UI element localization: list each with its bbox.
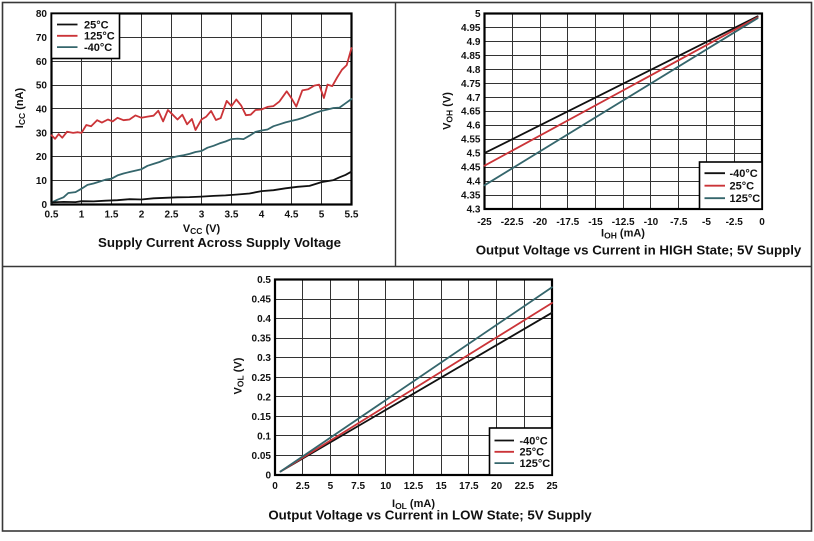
svg-text:0.45: 0.45 [252,295,272,306]
svg-text:3: 3 [199,210,205,221]
svg-text:5: 5 [319,210,325,221]
svg-text:4.8: 4.8 [467,65,481,76]
svg-text:10: 10 [380,481,392,492]
svg-text:4.35: 4.35 [461,191,481,202]
svg-text:4.75: 4.75 [461,79,481,90]
svg-text:22.5: 22.5 [515,481,535,492]
svg-text:4.7: 4.7 [467,93,481,104]
svg-text:Supply Current Across Supply V: Supply Current Across Supply Voltage [98,235,341,250]
svg-text:20: 20 [36,152,48,163]
svg-text:20: 20 [491,481,503,492]
svg-text:4.5: 4.5 [467,149,481,160]
svg-text:-10: -10 [644,217,659,228]
svg-text:0.4: 0.4 [257,314,271,325]
svg-text:0: 0 [759,217,765,228]
svg-text:25°C: 25°C [520,447,545,459]
svg-text:2.5: 2.5 [296,481,310,492]
svg-text:125°C: 125°C [520,458,551,470]
svg-text:0.2: 0.2 [257,392,271,403]
svg-text:1.5: 1.5 [105,210,119,221]
svg-text:-2.5: -2.5 [726,217,744,228]
svg-text:15: 15 [436,481,448,492]
svg-text:7.5: 7.5 [351,481,365,492]
svg-text:-15: -15 [588,217,603,228]
svg-text:4.3: 4.3 [467,205,481,216]
svg-text:4.45: 4.45 [461,163,481,174]
svg-text:4.5: 4.5 [285,210,299,221]
svg-text:4.9: 4.9 [467,37,481,48]
svg-text:25°C: 25°C [84,19,109,31]
svg-text:60: 60 [36,57,48,68]
svg-text:4.85: 4.85 [461,51,481,62]
svg-text:3.5: 3.5 [225,210,239,221]
svg-text:-40°C: -40°C [730,168,758,180]
svg-text:30: 30 [36,128,48,139]
svg-text:5.5: 5.5 [345,210,359,221]
svg-text:4.4: 4.4 [467,177,481,188]
svg-text:10: 10 [36,176,48,187]
svg-text:4.65: 4.65 [461,107,481,118]
svg-text:125°C: 125°C [84,31,115,43]
svg-text:VOH (V): VOH (V) [442,92,455,130]
svg-text:0.35: 0.35 [252,334,272,345]
svg-text:IOL (mA): IOL (mA) [392,498,435,511]
svg-text:25: 25 [546,481,558,492]
svg-text:-17.5: -17.5 [556,217,579,228]
svg-text:Output Voltage vs Current in H: Output Voltage vs Current in HIGH State;… [476,243,802,258]
svg-text:ICC (nA): ICC (nA) [14,87,27,128]
svg-text:4.55: 4.55 [461,135,481,146]
svg-text:0.25: 0.25 [252,373,272,384]
svg-text:0.3: 0.3 [257,353,271,364]
svg-text:1: 1 [79,210,85,221]
svg-text:0.5: 0.5 [45,210,59,221]
svg-text:2.5: 2.5 [165,210,179,221]
svg-text:0: 0 [272,481,278,492]
svg-text:4.95: 4.95 [461,23,481,34]
svg-text:5: 5 [475,9,481,20]
svg-text:0.15: 0.15 [252,412,272,423]
svg-text:70: 70 [36,33,48,44]
svg-text:-5: -5 [702,217,711,228]
svg-text:0: 0 [265,471,271,482]
svg-text:0.05: 0.05 [252,451,272,462]
svg-text:0.5: 0.5 [257,275,271,286]
svg-text:0: 0 [41,200,47,211]
svg-text:-7.5: -7.5 [670,217,688,228]
svg-text:4: 4 [259,210,265,221]
svg-text:40: 40 [36,105,48,116]
svg-text:17.5: 17.5 [459,481,479,492]
svg-text:2: 2 [139,210,145,221]
svg-text:80: 80 [36,9,48,20]
svg-text:-25: -25 [477,217,492,228]
svg-text:50: 50 [36,81,48,92]
svg-text:12.5: 12.5 [404,481,424,492]
svg-text:-22.5: -22.5 [501,217,524,228]
svg-text:-40°C: -40°C [84,42,112,54]
svg-text:Output Voltage vs Current in L: Output Voltage vs Current in LOW State; … [268,508,592,523]
svg-text:IOH (mA): IOH (mA) [601,228,645,241]
svg-text:-20: -20 [533,217,548,228]
svg-text:125°C: 125°C [730,193,761,205]
svg-text:-40°C: -40°C [520,435,548,447]
svg-text:0.1: 0.1 [257,431,271,442]
svg-text:VCC (V): VCC (V) [183,223,221,236]
svg-text:5: 5 [328,481,334,492]
svg-text:-12.5: -12.5 [612,217,635,228]
svg-text:25°C: 25°C [730,181,755,193]
svg-text:VOL (V): VOL (V) [233,357,246,394]
svg-text:4.6: 4.6 [467,121,481,132]
